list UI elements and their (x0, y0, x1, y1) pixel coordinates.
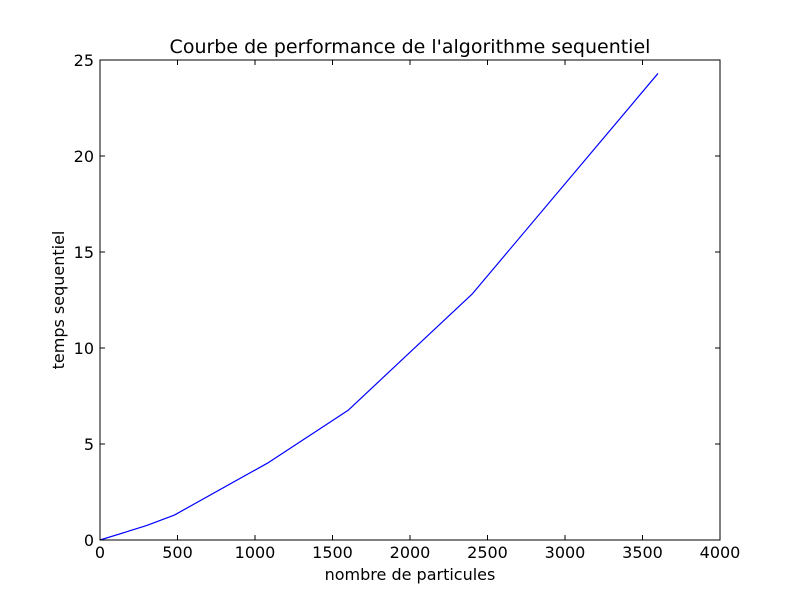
x-axis-label: nombre de particules (325, 565, 496, 584)
chart-title: Courbe de performance de l'algorithme se… (170, 36, 651, 58)
y-tick-label: 20 (74, 147, 94, 166)
x-tick-label: 0 (95, 543, 105, 562)
series-line-0 (99, 73, 659, 541)
x-tick-label: 3500 (622, 543, 663, 562)
x-tick-label: 4000 (700, 543, 741, 562)
y-axis-label: temps sequentiel (49, 231, 68, 370)
plot-frame (99, 59, 721, 541)
y-tick-label: 5 (84, 435, 94, 454)
plot-area (100, 60, 720, 540)
x-tick-label: 1000 (235, 543, 276, 562)
y-tick-label: 15 (74, 243, 94, 262)
y-tick-label: 0 (84, 531, 94, 550)
series-layer (99, 73, 659, 541)
x-tick-label: 500 (162, 543, 193, 562)
y-tick-label: 25 (74, 51, 94, 70)
x-tick-label: 3000 (545, 543, 586, 562)
x-tick-label: 2000 (390, 543, 431, 562)
x-tick-label: 2500 (467, 543, 508, 562)
x-tick-label: 1500 (312, 543, 353, 562)
ticks-layer: 0 500 1000 1500 2000 2500 3000 3500 4000 0 5 10 15 20… (74, 51, 741, 562)
y-tick-label: 10 (74, 339, 94, 358)
